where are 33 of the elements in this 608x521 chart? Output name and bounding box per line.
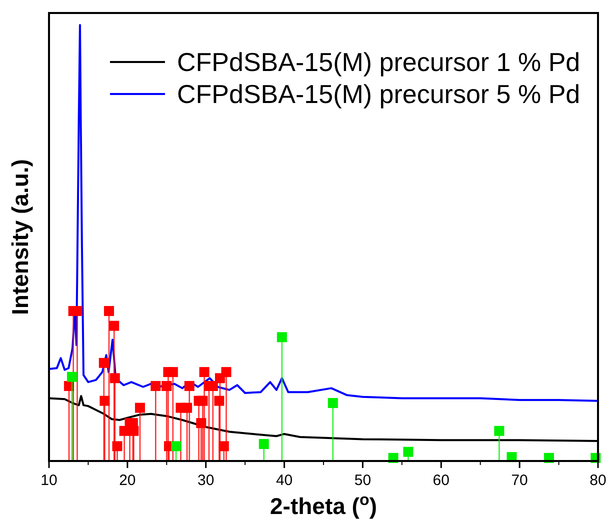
point	[104, 306, 114, 316]
x-axis-title: 2-theta ($^{o}$)	[270, 491, 377, 519]
point	[168, 367, 178, 378]
legend-label: CFPdSBA-15(M) precursor 1 % Pd	[177, 47, 580, 77]
point	[184, 381, 194, 392]
point	[109, 320, 120, 331]
x-tick-label: 50	[354, 472, 372, 489]
point	[258, 438, 269, 449]
point	[328, 398, 338, 408]
x-tick-label: 40	[276, 472, 293, 489]
point	[494, 426, 504, 436]
x-tick-label: 30	[198, 472, 214, 489]
point	[66, 372, 77, 382]
point	[171, 441, 182, 452]
point	[100, 396, 110, 406]
legend-label: CFPdSBA-15(M) precursor 5 % Pd	[177, 79, 580, 109]
x-tick-label: 80	[590, 472, 606, 489]
point	[110, 373, 120, 384]
x-tick-label: 10	[40, 472, 58, 489]
point	[134, 402, 145, 413]
point	[98, 358, 109, 368]
point	[221, 367, 232, 378]
y-axis-title: Intensity (a.u.)	[7, 159, 33, 315]
point	[150, 381, 161, 392]
point	[214, 396, 224, 406]
point	[403, 446, 414, 457]
x-tick-label: 20	[119, 472, 136, 489]
point	[72, 306, 82, 316]
x-tick-label: 70	[511, 472, 528, 489]
point	[276, 332, 287, 342]
point	[112, 441, 122, 452]
x-tick-label: 60	[432, 472, 450, 489]
point	[199, 367, 210, 378]
